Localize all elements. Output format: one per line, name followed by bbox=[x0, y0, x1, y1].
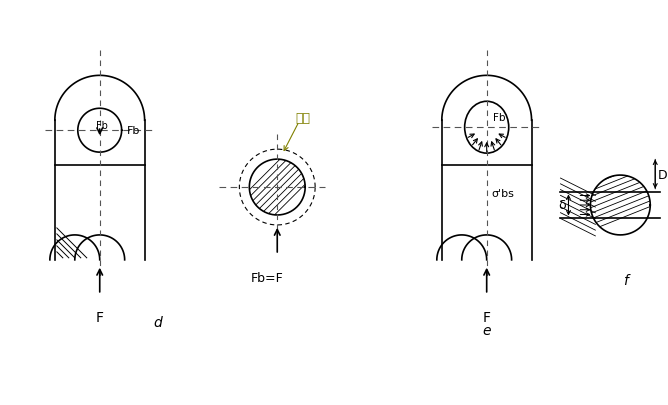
Text: F: F bbox=[483, 310, 491, 324]
Text: Fb: Fb bbox=[493, 113, 505, 123]
Text: f: f bbox=[623, 274, 628, 288]
Text: Fb: Fb bbox=[96, 121, 108, 131]
Text: Fb: Fb bbox=[127, 126, 140, 136]
Text: δ: δ bbox=[558, 199, 566, 212]
Text: σ'bs: σ'bs bbox=[492, 189, 514, 198]
Text: 销钉: 销钉 bbox=[295, 111, 310, 124]
Text: F: F bbox=[96, 310, 104, 324]
Text: d: d bbox=[153, 315, 162, 329]
Text: e: e bbox=[482, 323, 491, 337]
Text: D: D bbox=[658, 168, 668, 181]
Text: Fb=F: Fb=F bbox=[251, 271, 284, 284]
